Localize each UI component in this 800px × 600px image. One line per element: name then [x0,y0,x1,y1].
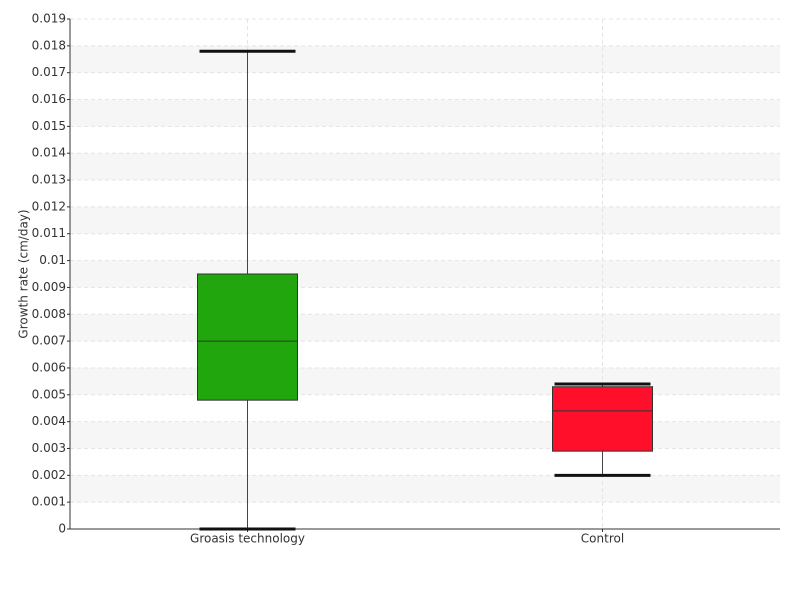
y-tick-label: 0.009 [32,280,66,294]
y-tick-label: 0.006 [32,360,66,374]
y-tick-label: 0.011 [32,226,66,240]
y-tick-label: 0.016 [32,92,66,106]
y-tick-label: 0.019 [32,12,66,26]
x-tick-label: Control [581,532,624,546]
y-axis-label: Growth rate (cm/day) [17,209,31,338]
y-tick-label: 0.014 [32,146,66,160]
grid-band [70,153,780,181]
y-tick-label: 0.015 [32,119,66,133]
y-tick-label: 0.01 [39,253,66,267]
box [197,273,298,401]
grid-band [70,206,780,234]
grid-band [70,260,780,288]
grid-band [70,421,780,449]
grid-band [70,45,780,73]
y-tick-label: 0.004 [32,414,66,428]
grid-band [70,475,780,503]
y-tick-label: 0.012 [32,199,66,213]
box [552,386,653,452]
grid-band [70,314,780,342]
y-tick-label: 0.001 [32,495,66,509]
grid-band [70,367,780,395]
y-tick-label: 0.003 [32,441,66,455]
y-tick-label: 0.007 [32,334,66,348]
y-tick-label: 0.005 [32,387,66,401]
y-tick-label: 0.017 [32,65,66,79]
y-tick-label: 0.018 [32,38,66,52]
y-tick-label: 0.013 [32,173,66,187]
y-tick-label: 0.002 [32,468,66,482]
y-tick-label: 0 [58,522,66,536]
x-tick-label: Groasis technology [190,532,305,546]
grid-band [70,99,780,127]
y-tick-label: 0.008 [32,307,66,321]
